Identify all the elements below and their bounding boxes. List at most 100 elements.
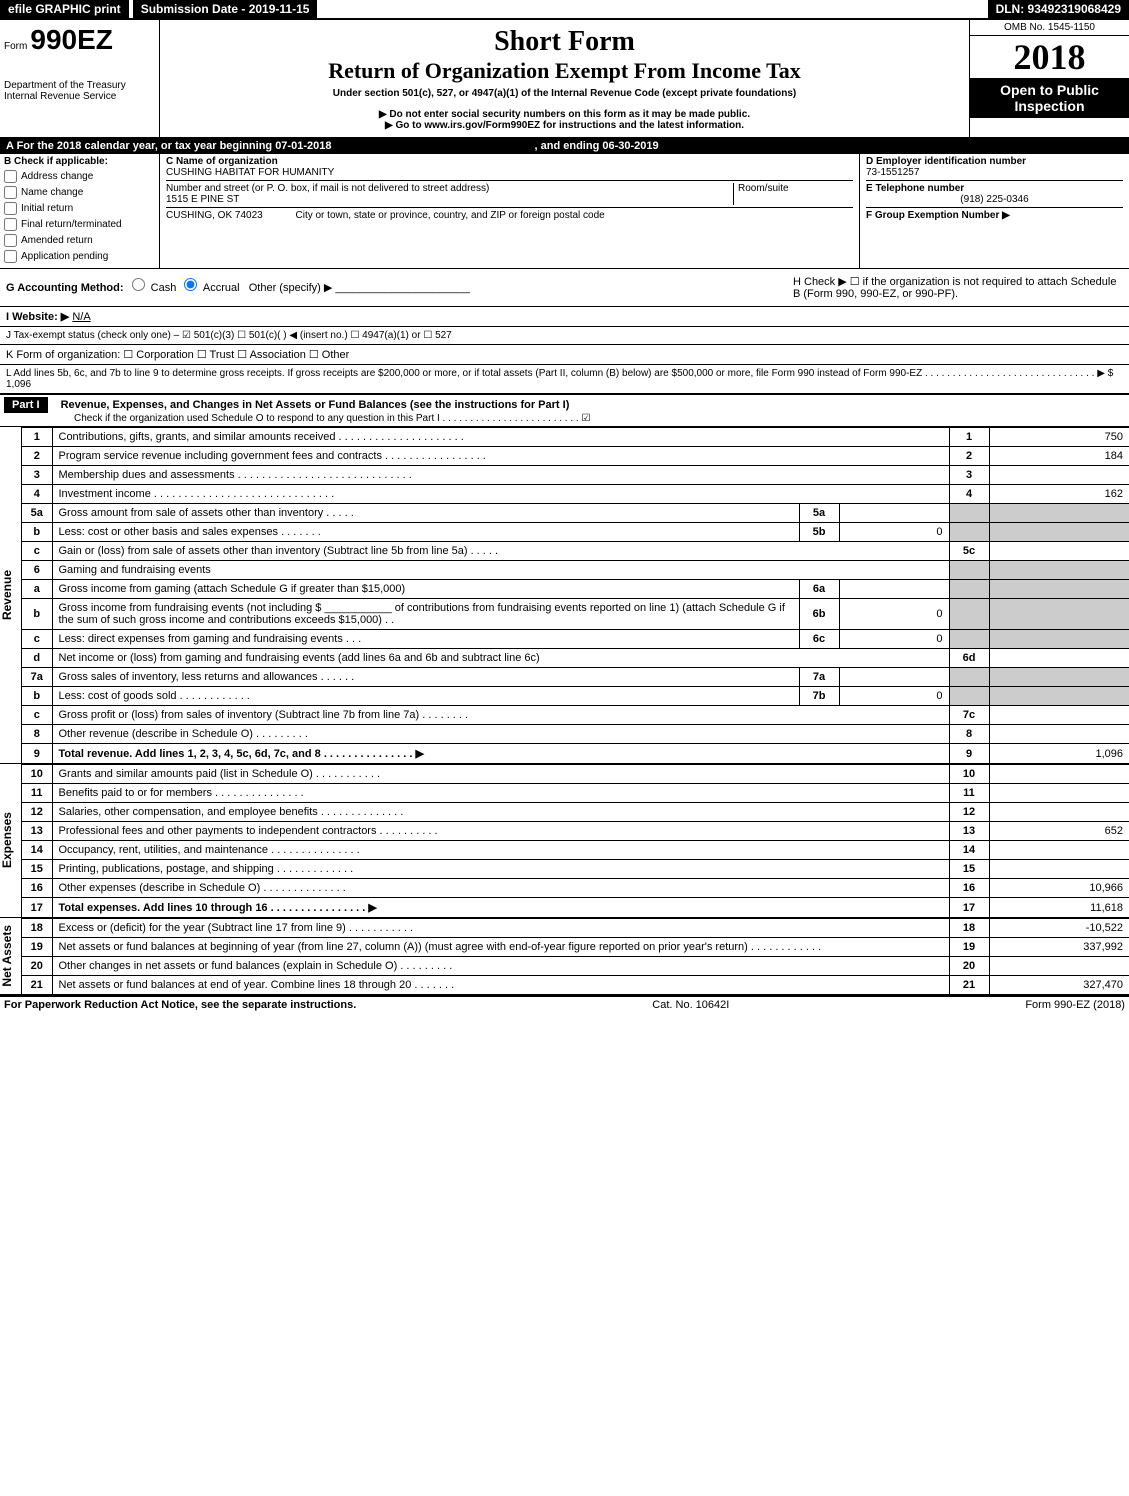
l7c-desc: Gross profit or (loss) from sales of inv…: [52, 706, 949, 725]
form-word: Form: [4, 41, 27, 52]
footer-center: Cat. No. 10642I: [652, 999, 729, 1011]
topbar: efile GRAPHIC print Submission Date - 20…: [0, 0, 1129, 20]
l13-rv: 652: [989, 822, 1129, 841]
accrual-label: Accrual: [203, 282, 240, 294]
check-application-pending[interactable]: [4, 250, 17, 263]
check-name-change[interactable]: [4, 186, 17, 199]
part1-header-row: Part I Revenue, Expenses, and Changes in…: [0, 394, 1129, 427]
l3-rv: [989, 466, 1129, 485]
l6a-desc: Gross income from gaming (attach Schedul…: [52, 580, 799, 599]
irs-label: Internal Revenue Service: [4, 91, 155, 102]
l6c-shade: [949, 630, 989, 649]
l15-rn: 15: [949, 860, 989, 879]
check-initial-return[interactable]: [4, 202, 17, 215]
l8-num: 8: [22, 725, 52, 744]
l10-num: 10: [22, 765, 52, 784]
l19-rn: 19: [949, 938, 989, 957]
l5b-sv: 0: [839, 523, 949, 542]
l7a-num: 7a: [22, 668, 52, 687]
l6c-sn: 6c: [799, 630, 839, 649]
box-b-title: B Check if applicable:: [4, 156, 155, 167]
l18-num: 18: [22, 919, 52, 938]
l6a-sn: 6a: [799, 580, 839, 599]
row-gh: G Accounting Method: Cash Accrual Other …: [0, 269, 1129, 307]
l9-num: 9: [22, 744, 52, 764]
l5c-desc: Gain or (loss) from sale of assets other…: [52, 542, 949, 561]
l6d-rn: 6d: [949, 649, 989, 668]
expenses-section: Expenses 10Grants and similar amounts pa…: [0, 764, 1129, 918]
l13-num: 13: [22, 822, 52, 841]
revenue-section: Revenue 1Contributions, gifts, grants, a…: [0, 427, 1129, 764]
l12-num: 12: [22, 803, 52, 822]
accounting-accrual[interactable]: [184, 278, 197, 291]
box-i-label: I Website: ▶: [6, 311, 69, 323]
l16-rv: 10,966: [989, 879, 1129, 898]
netassets-table: 18Excess or (deficit) for the year (Subt…: [22, 918, 1129, 994]
subtitle: Under section 501(c), 527, or 4947(a)(1)…: [166, 88, 963, 99]
l1-desc: Contributions, gifts, grants, and simila…: [52, 428, 949, 447]
l20-desc: Other changes in net assets or fund bala…: [52, 957, 949, 976]
room-label: Room/suite: [738, 183, 853, 194]
l6b-num: b: [22, 599, 52, 630]
box-def: D Employer identification number 73-1551…: [859, 154, 1129, 268]
part1-badge: Part I: [4, 397, 48, 413]
l7a-desc: Gross sales of inventory, less returns a…: [52, 668, 799, 687]
l2-desc: Program service revenue including govern…: [52, 447, 949, 466]
check-label-1: Name change: [21, 187, 83, 198]
l4-num: 4: [22, 485, 52, 504]
l15-desc: Printing, publications, postage, and shi…: [52, 860, 949, 879]
l7b-num: b: [22, 687, 52, 706]
l21-rv: 327,470: [989, 976, 1129, 995]
l20-rn: 20: [949, 957, 989, 976]
l5a-num: 5a: [22, 504, 52, 523]
l20-num: 20: [22, 957, 52, 976]
l10-desc: Grants and similar amounts paid (list in…: [52, 765, 949, 784]
tax-year: 2018: [970, 36, 1129, 78]
l5a-desc: Gross amount from sale of assets other t…: [52, 504, 799, 523]
city-value: CUSHING, OK 74023: [166, 210, 263, 221]
l16-num: 16: [22, 879, 52, 898]
footer: For Paperwork Reduction Act Notice, see …: [0, 995, 1129, 1013]
dept-label: Department of the Treasury: [4, 80, 155, 91]
check-final-return[interactable]: [4, 218, 17, 231]
l14-rn: 14: [949, 841, 989, 860]
other-label: Other (specify) ▶: [249, 282, 333, 294]
l5c-rn: 5c: [949, 542, 989, 561]
l5b-shade2: [989, 523, 1129, 542]
accounting-cash[interactable]: [132, 278, 145, 291]
l11-num: 11: [22, 784, 52, 803]
submission-date-label: Submission Date - 2019-11-15: [133, 0, 318, 18]
row-k: K Form of organization: ☐ Corporation ☐ …: [0, 345, 1129, 365]
l17-num: 17: [22, 898, 52, 918]
l7b-sv: 0: [839, 687, 949, 706]
l9-rn: 9: [949, 744, 989, 764]
form-header: Form 990EZ Department of the Treasury In…: [0, 20, 1129, 138]
l7b-sn: 7b: [799, 687, 839, 706]
l15-num: 15: [22, 860, 52, 879]
efile-print-label: efile GRAPHIC print: [0, 0, 129, 18]
l6c-desc: Less: direct expenses from gaming and fu…: [52, 630, 799, 649]
l21-rn: 21: [949, 976, 989, 995]
row-j: J Tax-exempt status (check only one) – ☑…: [0, 327, 1129, 345]
l7c-rn: 7c: [949, 706, 989, 725]
l5a-sv: [839, 504, 949, 523]
box-c: C Name of organization CUSHING HABITAT F…: [160, 154, 859, 268]
dln-label: DLN: 93492319068429: [988, 0, 1129, 18]
check-amended-return[interactable]: [4, 234, 17, 247]
l18-desc: Excess or (deficit) for the year (Subtra…: [52, 919, 949, 938]
revenue-vlabel: Revenue: [0, 570, 21, 620]
short-form-title: Short Form: [166, 26, 963, 58]
netassets-section: Net Assets 18Excess or (deficit) for the…: [0, 918, 1129, 995]
l5c-rv: [989, 542, 1129, 561]
l5a-shade: [949, 504, 989, 523]
l11-rv: [989, 784, 1129, 803]
l8-rn: 8: [949, 725, 989, 744]
l6c-sv: 0: [839, 630, 949, 649]
l6c-shade2: [989, 630, 1129, 649]
box-h: H Check ▶ ☐ if the organization is not r…: [793, 275, 1123, 300]
check-label-4: Amended return: [21, 235, 93, 246]
check-address-change[interactable]: [4, 170, 17, 183]
l6d-rv: [989, 649, 1129, 668]
l11-desc: Benefits paid to or for members . . . . …: [52, 784, 949, 803]
l8-rv: [989, 725, 1129, 744]
